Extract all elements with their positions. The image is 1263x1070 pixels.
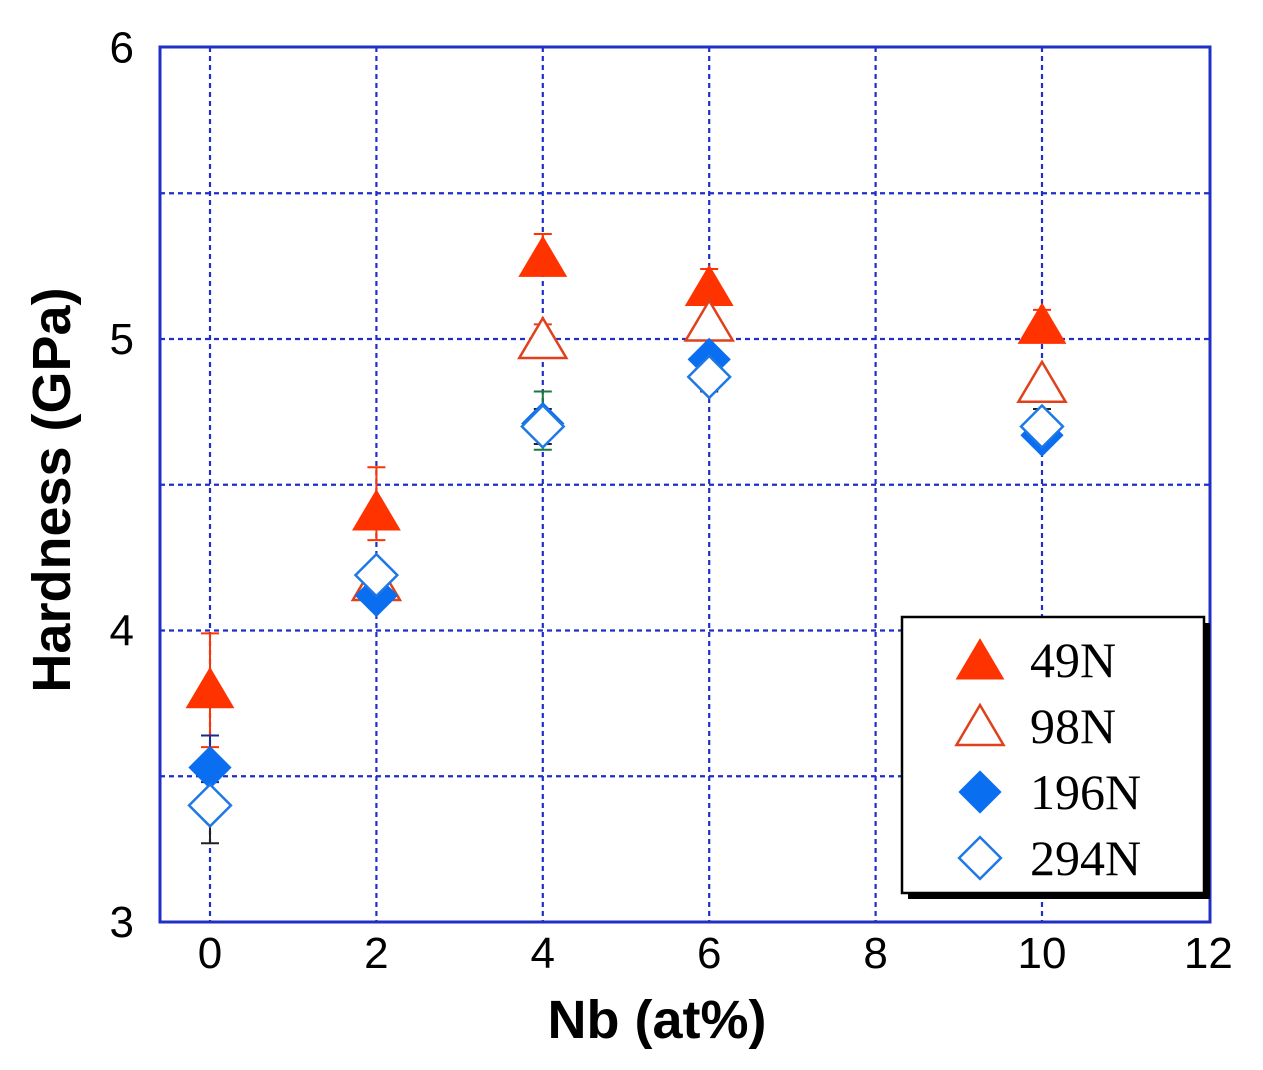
data-marks	[185, 235, 1068, 829]
point-294n-x4	[520, 403, 566, 450]
x-tick-label-2: 2	[364, 929, 388, 978]
point-98n-x4	[517, 315, 569, 360]
y-tick-label-4: 4	[110, 607, 134, 656]
legend-box	[900, 615, 1206, 895]
point-49n-x4	[518, 235, 568, 277]
legend-label-49n: 49N	[1030, 632, 1116, 688]
point-98n-x10	[1016, 359, 1068, 403]
y-tick-label-3: 3	[110, 898, 134, 947]
point-196n-x0	[188, 745, 232, 790]
point-294n-x0	[187, 782, 233, 829]
legend-label-196n: 196N	[1030, 764, 1141, 820]
legend-marker-49n	[955, 638, 1005, 680]
legend-marker-98n	[954, 702, 1006, 747]
point-98n-x6	[683, 298, 735, 342]
x-tick-label-6: 6	[697, 929, 721, 978]
legend: 49N 98N 196N 294N	[900, 615, 1210, 899]
x-tick-label-10: 10	[1018, 929, 1067, 978]
point-294n-x6	[686, 354, 732, 400]
point-294n-x2	[353, 552, 400, 598]
x-tick-label-12: 12	[1184, 929, 1233, 978]
y-axis-title: Hardness (GPa)	[22, 287, 82, 692]
legend-marker-294n	[957, 835, 1003, 881]
legend-marker-196n	[958, 770, 1002, 814]
point-49n-x0	[185, 666, 235, 709]
tick-labels: 0 2 4 6 8 10 12 3 4 5 6	[110, 24, 1233, 979]
axes	[158, 45, 1212, 924]
x-tick-label-8: 8	[863, 929, 887, 978]
legend-items: 49N 98N 196N 294N	[954, 632, 1141, 886]
point-294n-x10	[1019, 403, 1065, 450]
x-tick-label-4: 4	[531, 929, 555, 978]
plot-frame	[158, 45, 1212, 924]
legend-label-294n: 294N	[1030, 830, 1141, 886]
y-tick-label-6: 6	[110, 24, 134, 73]
point-49n-x2	[351, 489, 401, 531]
y-tick-label-5: 5	[110, 315, 134, 364]
legend-label-98n: 98N	[1030, 698, 1116, 754]
x-axis-title: Nb (at%)	[548, 990, 767, 1050]
grid	[160, 47, 1210, 922]
x-tick-label-0: 0	[198, 929, 222, 978]
point-49n-x10	[1017, 302, 1067, 344]
